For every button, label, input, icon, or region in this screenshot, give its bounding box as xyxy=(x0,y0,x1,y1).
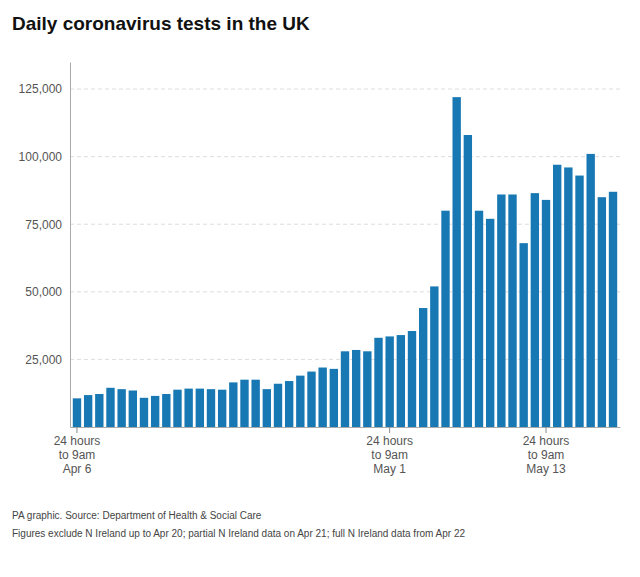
bar xyxy=(374,338,382,427)
bar xyxy=(218,390,226,427)
y-tick: 75,000 xyxy=(25,218,70,232)
bar xyxy=(229,382,237,427)
bar xyxy=(542,200,550,427)
grid-line xyxy=(70,89,620,90)
y-tick-label: 50,000 xyxy=(25,285,62,299)
bar xyxy=(140,398,148,427)
grid-line xyxy=(70,156,620,157)
bar xyxy=(598,197,606,427)
x-tick-label-line: 24 hours xyxy=(54,434,101,448)
x-tick-label-line: to 9am xyxy=(371,448,408,462)
y-tick: 50,000 xyxy=(25,285,70,299)
bar xyxy=(397,335,405,427)
bar xyxy=(363,351,371,427)
x-axis: 24 hoursto 9amApr 624 hoursto 9amMay 124… xyxy=(54,427,621,476)
bar xyxy=(575,176,583,427)
bar xyxy=(151,396,159,427)
x-tick-label-line: to 9am xyxy=(528,448,565,462)
x-tick-mark xyxy=(389,427,390,433)
bars xyxy=(73,97,617,427)
bar xyxy=(196,389,204,427)
bar xyxy=(73,398,81,427)
y-tick: 100,000 xyxy=(19,150,70,164)
x-axis-line xyxy=(71,427,621,428)
bar xyxy=(352,350,360,427)
y-tick: 125,000 xyxy=(19,82,70,96)
bar xyxy=(475,211,483,427)
bar xyxy=(117,389,125,427)
bar xyxy=(464,135,472,427)
bar xyxy=(341,351,349,427)
bar xyxy=(564,167,572,427)
bar xyxy=(430,286,438,427)
bar xyxy=(408,331,416,427)
bar xyxy=(419,308,427,427)
bar xyxy=(519,243,527,427)
bar xyxy=(296,376,304,427)
bar xyxy=(497,194,505,427)
bar xyxy=(240,380,248,427)
y-tick-label: 125,000 xyxy=(19,82,63,96)
bar xyxy=(452,97,460,427)
bar xyxy=(318,368,326,427)
bar xyxy=(173,390,181,427)
bar xyxy=(307,372,315,427)
chart: Daily coronavirus tests in the UK 25,000 5… xyxy=(0,0,640,577)
bar xyxy=(609,192,617,427)
bar xyxy=(274,384,282,427)
x-tick-label-line: May 13 xyxy=(526,462,566,476)
bar xyxy=(441,211,449,427)
bar xyxy=(553,165,561,427)
bar xyxy=(330,369,338,427)
x-tick-label-line: Apr 6 xyxy=(63,462,92,476)
x-tick-label-line: May 1 xyxy=(373,462,406,476)
x-tick: 24 hoursto 9amApr 6 xyxy=(54,427,101,476)
bar xyxy=(531,193,539,427)
bar xyxy=(162,394,170,427)
bar xyxy=(263,389,271,427)
x-tick-label: 24 hoursto 9amMay 1 xyxy=(366,434,413,477)
bar xyxy=(95,394,103,427)
x-tick-label-line: 24 hours xyxy=(523,434,570,448)
annotation: Figures exclude N Ireland up to Apr 20; … xyxy=(12,528,465,539)
y-axis-line xyxy=(70,63,71,428)
bar xyxy=(285,381,293,427)
bar xyxy=(207,389,215,427)
bar xyxy=(486,219,494,427)
y-tick-label: 75,000 xyxy=(25,218,62,232)
bar xyxy=(129,391,137,428)
bar xyxy=(385,336,393,427)
x-tick-label-line: to 9am xyxy=(59,448,96,462)
x-tick-mark xyxy=(76,427,77,433)
y-tick-label: 25,000 xyxy=(25,353,62,367)
x-tick: 24 hoursto 9amMay 13 xyxy=(523,427,570,476)
bar xyxy=(251,380,259,427)
bar xyxy=(106,388,114,427)
bar xyxy=(84,395,92,427)
y-tick-label: 100,000 xyxy=(19,150,63,164)
x-tick-label-line: 24 hours xyxy=(366,434,413,448)
title: Daily coronavirus tests in the UK xyxy=(12,13,310,34)
annotation: PA graphic. Source: Department of Health… xyxy=(12,510,262,521)
bar xyxy=(586,154,594,427)
x-tick-mark xyxy=(546,427,547,433)
bar xyxy=(508,194,516,427)
y-axis: 25,000 50,000 75,000 100,000 125,000 xyxy=(19,63,71,428)
bar xyxy=(184,389,192,427)
y-tick: 25,000 xyxy=(25,353,70,367)
x-tick: 24 hoursto 9amMay 1 xyxy=(366,427,413,476)
x-tick-label: 24 hoursto 9amApr 6 xyxy=(54,434,101,477)
x-tick-label: 24 hoursto 9amMay 13 xyxy=(523,434,570,477)
